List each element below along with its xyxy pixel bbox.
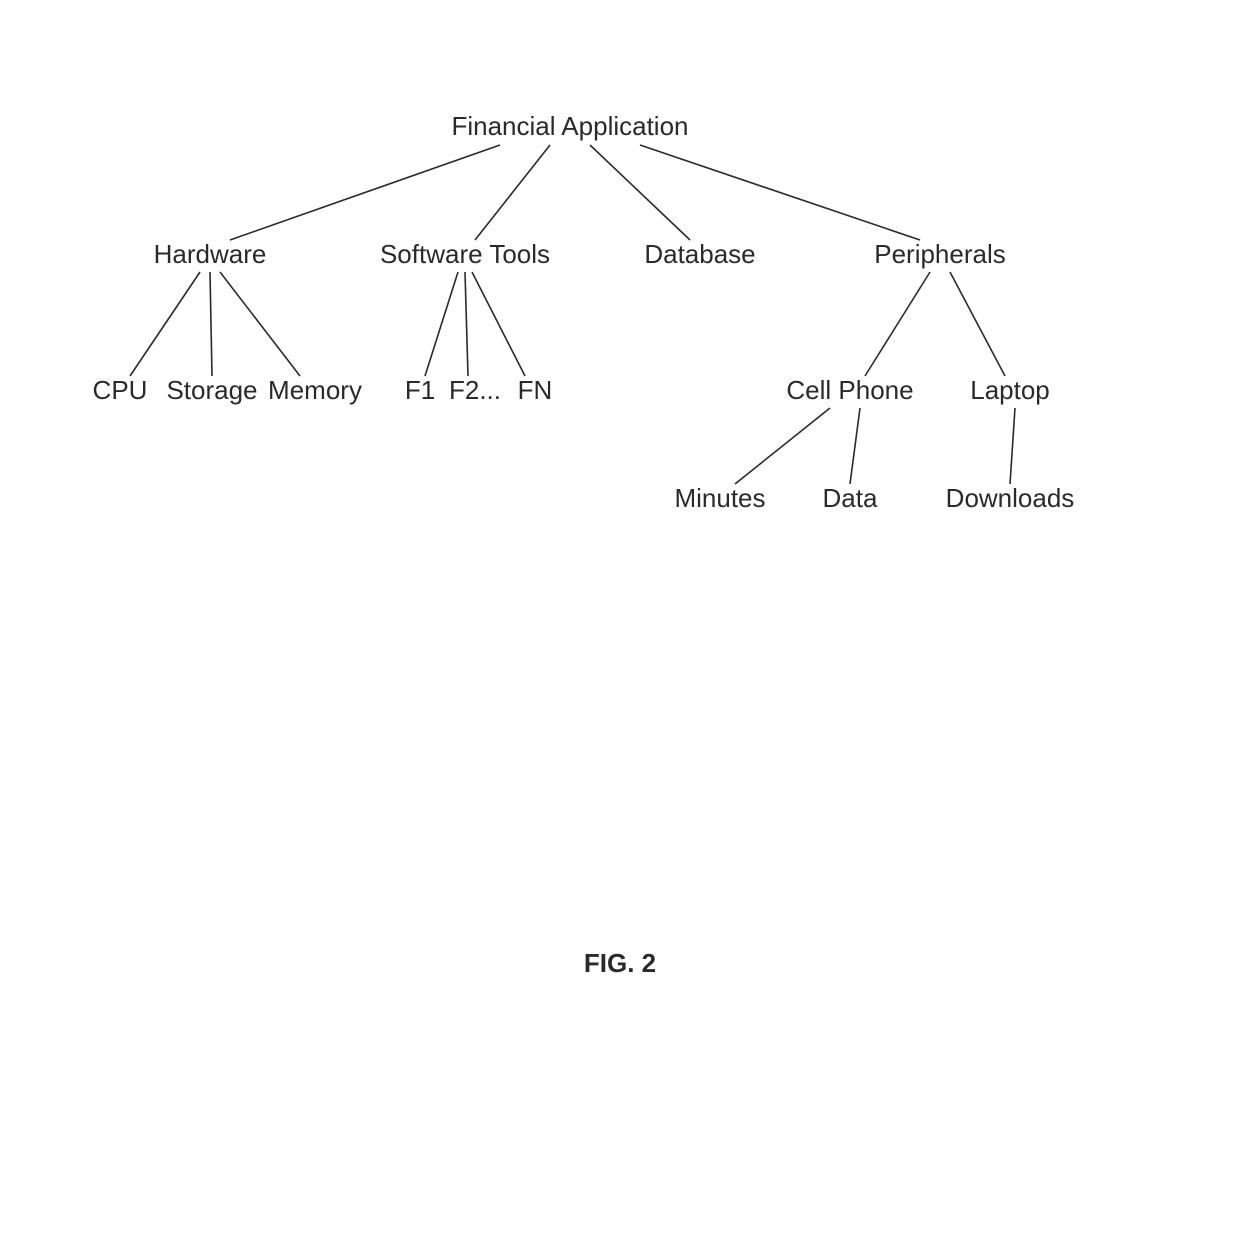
edge-peripherals-laptop <box>950 272 1005 376</box>
node-f2: F2... <box>449 375 501 405</box>
node-f1: F1 <box>405 375 435 405</box>
edge-root-peripherals <box>640 145 920 240</box>
node-root: Financial Application <box>451 111 688 141</box>
node-fn: FN <box>518 375 553 405</box>
node-database: Database <box>644 239 755 269</box>
edges-layer <box>130 145 1015 484</box>
edge-software-f2 <box>465 272 468 376</box>
node-storage: Storage <box>166 375 257 405</box>
node-data: Data <box>823 483 878 513</box>
node-cellphone: Cell Phone <box>786 375 913 405</box>
edge-software-fn <box>472 272 525 376</box>
edge-root-software <box>475 145 550 240</box>
node-peripherals: Peripherals <box>874 239 1006 269</box>
node-software: Software Tools <box>380 239 550 269</box>
edge-cellphone-data <box>850 408 860 484</box>
edge-hardware-storage <box>210 272 212 376</box>
edge-root-hardware <box>230 145 500 240</box>
figure-caption: FIG. 2 <box>584 948 656 978</box>
edge-software-f1 <box>425 272 458 376</box>
edge-laptop-downloads <box>1010 408 1015 484</box>
node-cpu: CPU <box>93 375 148 405</box>
nodes-layer: Financial Application Hardware Software To… <box>93 111 1075 513</box>
edge-root-database <box>590 145 690 240</box>
edge-hardware-memory <box>220 272 300 376</box>
node-hardware: Hardware <box>154 239 267 269</box>
node-downloads: Downloads <box>946 483 1075 513</box>
node-memory: Memory <box>268 375 362 405</box>
edge-cellphone-minutes <box>735 408 830 484</box>
edge-hardware-cpu <box>130 272 200 376</box>
node-minutes: Minutes <box>674 483 765 513</box>
node-laptop: Laptop <box>970 375 1050 405</box>
tree-diagram: Financial Application Hardware Software To… <box>0 0 1240 1247</box>
edge-peripherals-cellphone <box>865 272 930 376</box>
